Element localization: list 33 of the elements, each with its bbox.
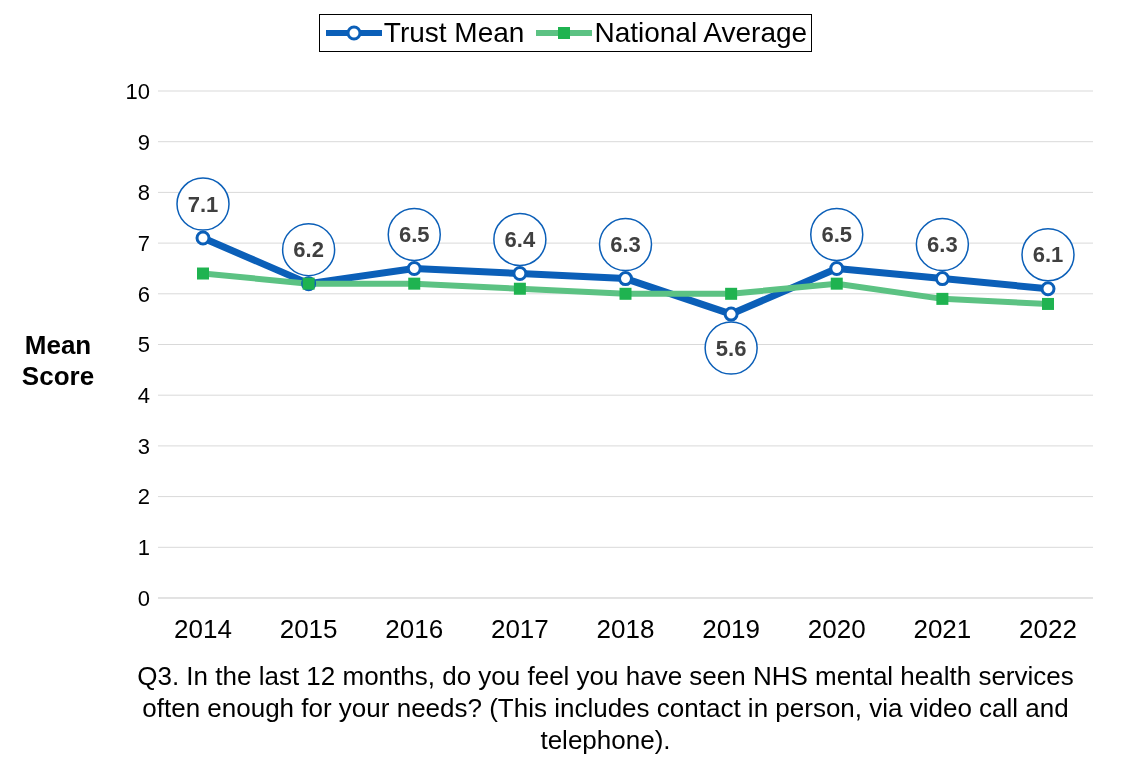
data-label: 6.3 bbox=[610, 232, 641, 258]
y-tick-label: 2 bbox=[137, 484, 150, 510]
data-label: 6.3 bbox=[927, 232, 958, 258]
legend-label: National Average bbox=[594, 17, 808, 49]
x-tick-label: 2022 bbox=[1019, 614, 1077, 645]
x-tick-label: 2019 bbox=[702, 614, 761, 645]
x-tick-label: 2018 bbox=[596, 614, 655, 645]
x-tick-label: 2015 bbox=[279, 614, 338, 645]
data-label: 6.5 bbox=[821, 221, 853, 247]
x-tick-label: 2020 bbox=[807, 614, 866, 645]
data-label: 6.2 bbox=[293, 237, 324, 263]
x-tick-label: 2021 bbox=[913, 614, 972, 645]
data-label: 6.1 bbox=[1032, 242, 1064, 268]
x-tick-label: 2017 bbox=[490, 614, 549, 645]
y-tick-label: 6 bbox=[137, 281, 150, 307]
y-tick-label: 7 bbox=[137, 230, 150, 256]
y-tick-label: 8 bbox=[137, 180, 150, 206]
y-tick-label: 9 bbox=[137, 129, 150, 155]
x-tick-label: 2014 bbox=[174, 614, 232, 645]
y-tick-label: 0 bbox=[137, 585, 150, 611]
y-tick-label: 4 bbox=[137, 383, 150, 409]
x-axis-title: Q3. In the last 12 months, do you feel you have seen NHS mental health services often enough for your needs? (This includes contact in person, via video call and telephone). bbox=[136, 660, 1075, 756]
y-tick-label: 5 bbox=[137, 332, 150, 358]
data-label: 6.4 bbox=[504, 227, 536, 253]
y-axis-title: Mean Score bbox=[20, 330, 96, 392]
y-tick-label: 1 bbox=[137, 535, 150, 561]
y-tick-label: 3 bbox=[137, 433, 150, 459]
legend-label: Trust Mean bbox=[383, 17, 525, 49]
x-tick-label: 2016 bbox=[385, 614, 444, 645]
data-label: 5.6 bbox=[715, 335, 747, 361]
y-tick-label: 10 bbox=[125, 78, 150, 104]
data-label: 7.1 bbox=[187, 191, 219, 217]
data-label: 6.5 bbox=[398, 221, 430, 247]
